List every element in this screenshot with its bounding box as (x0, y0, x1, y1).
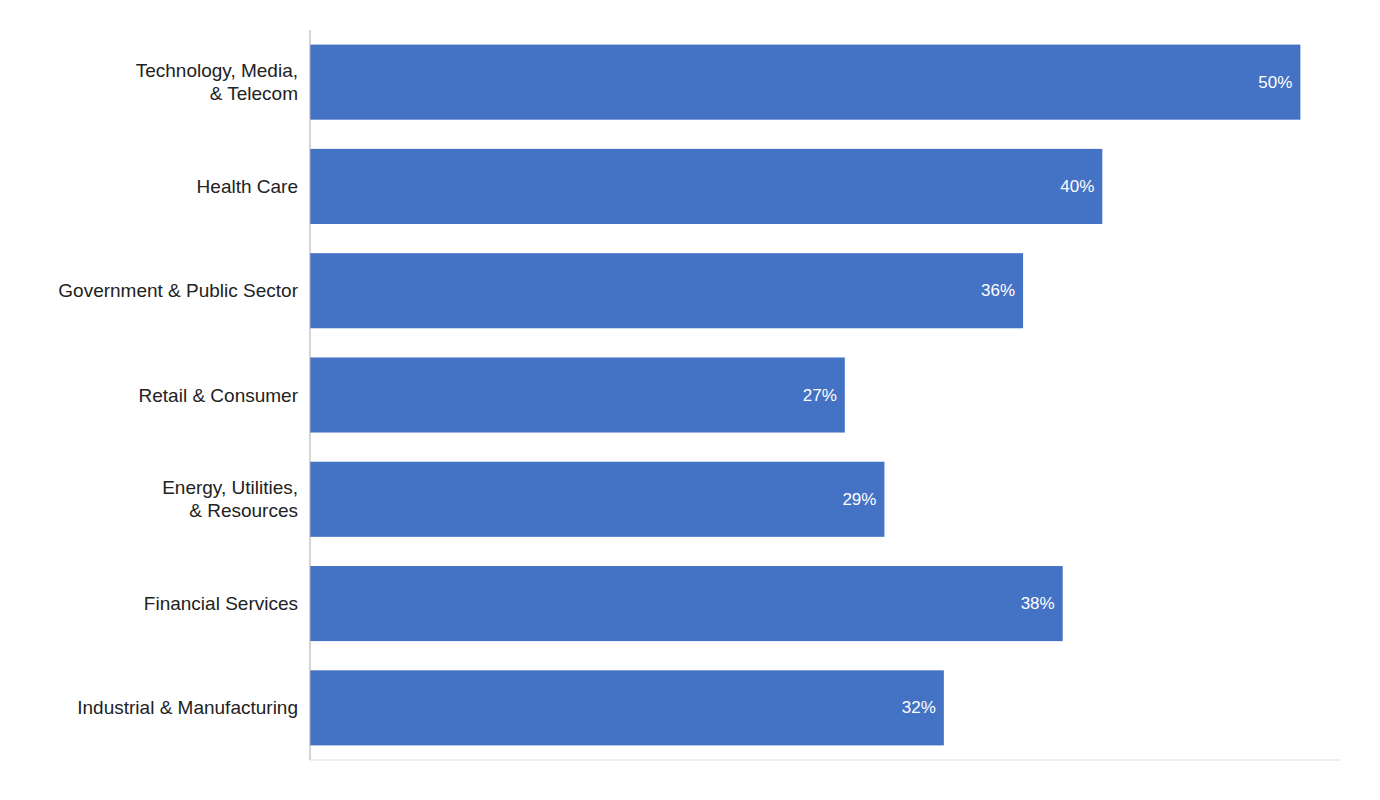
data-label: 29% (842, 490, 876, 509)
chart-svg: 32% 38% 29% 27% 36% 40% 50% Industrial & Manufa… (0, 0, 1380, 800)
bar (310, 253, 1023, 328)
bar (310, 45, 1300, 120)
y-tick-label-line: & Resources (189, 500, 298, 521)
y-tick-label-line: & Telecom (210, 83, 298, 104)
data-label: 32% (902, 698, 936, 717)
y-tick-label-line: Industrial & Manufacturing (77, 697, 298, 718)
y-axis-line (310, 30, 311, 760)
y-tick-label-line: Health Care (197, 176, 298, 197)
y-tick-label: Retail & Consumer (139, 385, 299, 406)
x-axis-line (310, 760, 1340, 761)
y-tick-label: Government & Public Sector (58, 280, 298, 301)
y-tick-label: Industrial & Manufacturing (77, 697, 298, 718)
y-tick-label: Financial Services (144, 593, 298, 614)
y-tick-label-line: Energy, Utilities, (162, 477, 298, 498)
chart-container: 32% 38% 29% 27% 36% 40% 50% Industrial & Manufa… (0, 0, 1380, 800)
data-label: 36% (981, 281, 1015, 300)
y-tick-label: Health Care (197, 176, 298, 197)
data-label: 40% (1060, 177, 1094, 196)
bar (310, 357, 845, 432)
bar (310, 670, 944, 745)
bar (310, 566, 1063, 641)
data-label: 38% (1021, 594, 1055, 613)
y-tick-label: Technology, Media,& Telecom (136, 60, 298, 104)
bar (310, 462, 884, 537)
bars (310, 45, 1300, 746)
data-label: 27% (803, 386, 837, 405)
y-tick-label-line: Technology, Media, (136, 60, 298, 81)
y-tick-label-line: Financial Services (144, 593, 298, 614)
y-tick-label-line: Government & Public Sector (58, 280, 298, 301)
data-label: 50% (1258, 73, 1292, 92)
bar (310, 149, 1102, 224)
y-tick-label: Energy, Utilities,& Resources (162, 477, 298, 521)
y-tick-label-line: Retail & Consumer (139, 385, 299, 406)
